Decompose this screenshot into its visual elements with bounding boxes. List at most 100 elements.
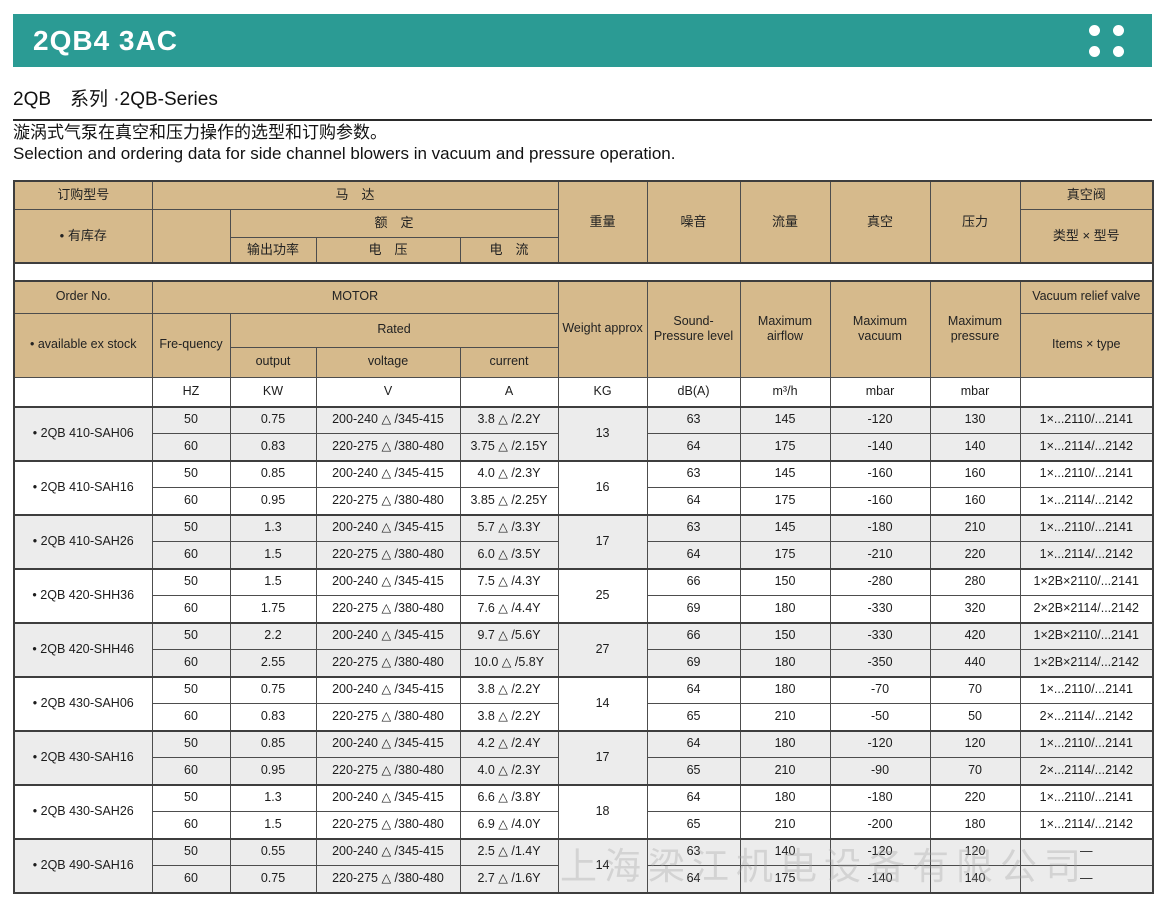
current-cell: 2.5 △ /1.4Y [459,837,559,866]
current-cell: 6.0 △ /3.5Y [459,541,559,569]
voltage-cell: 200-240 △ /345-415 [315,837,461,866]
col-header-valve: Vacuum relief valve [1019,280,1154,314]
frequency-cell: 50 [151,675,231,704]
current-cell: 3.8 △ /2.2Y [459,405,559,434]
valve-cell: 1×...2114/...2142 [1019,487,1154,515]
output-cell: 0.83 [229,703,317,731]
voltage-cell: 200-240 △ /345-415 [315,405,461,434]
col-header-motor: MOTOR [151,280,559,314]
col-header-stock: • available ex stock [13,312,153,378]
col-header-rated: Rated [229,312,559,348]
sound-level-cell: 66 [646,621,741,650]
valve-cell: 2×...2114/...2142 [1019,703,1154,731]
valve-cell: 1×...2110/...2141 [1019,783,1154,812]
table-row-50hz: • 2QB 430-SAH16 50 0.85 200-240 △ /345-4… [13,729,1154,785]
table-row-60hz: 60 0.95 220-275 △ /380-480 3.85 △ /2.25Y… [14,487,1154,515]
output-cell: 1.5 [229,541,317,569]
valve-cell: 1×...2114/...2142 [1019,811,1154,839]
sound-level-cell: 64 [646,783,741,812]
header-row-en-1: Order No. MOTOR Weight approx Sound- Pre… [13,280,1154,378]
airflow-cell: 180 [739,675,831,704]
airflow-cell: 180 [739,729,831,758]
col-header-weight: Weight approx [557,280,648,378]
header-row-cn-1: 订购型号 马 达 重量 噪音 流量 真空 压力 真空阀 [13,180,1154,264]
col-header-voltage-cn: 电 压 [315,236,461,264]
weight-cell: 17 [557,513,648,569]
airflow-cell: 175 [739,865,831,893]
table-row-60hz: 60 0.75 220-275 △ /380-480 2.7 △ /1.6Y 6… [14,865,1154,893]
output-cell: 0.85 [229,459,317,488]
voltage-cell: 200-240 △ /345-415 [315,729,461,758]
valve-cell: — [1019,865,1154,893]
valve-cell: 1×...2110/...2141 [1019,729,1154,758]
voltage-cell: 220-275 △ /380-480 [315,487,461,515]
dot-icon [1113,24,1124,36]
pressure-cell: 280 [929,567,1021,596]
sound-level-cell: 64 [646,729,741,758]
unit-blank [13,376,153,407]
airflow-cell: 180 [739,595,831,623]
unit-kg: KG [557,376,648,407]
table-row-60hz: 60 0.83 220-275 △ /380-480 3.8 △ /2.2Y 6… [14,703,1154,731]
table-row-50hz: • 2QB 430-SAH26 50 1.3 200-240 △ /345-41… [13,783,1154,839]
col-header-flow-cn: 流量 [739,180,831,264]
col-header-vacuum-cn: 真空 [829,180,931,264]
pressure-cell: 120 [929,729,1021,758]
current-cell: 3.8 △ /2.2Y [459,675,559,704]
voltage-cell: 200-240 △ /345-415 [315,459,461,488]
col-header-voltage: voltage [315,346,461,378]
vacuum-cell: -330 [829,595,931,623]
valve-cell: 1×...2110/...2141 [1019,459,1154,488]
current-cell: 10.0 △ /5.8Y [459,649,559,677]
grid-dots-icon [1089,24,1124,57]
order-no-cell: • 2QB 430-SAH06 [13,675,153,731]
order-no-cell: • 2QB 410-SAH16 [13,459,153,515]
spec-table: 订购型号 马 达 重量 噪音 流量 真空 压力 真空阀 • 有库存 额 定 类型… [13,180,1155,894]
dot-icon [1089,45,1100,57]
frequency-cell: 50 [151,567,231,596]
vacuum-cell: -140 [829,865,931,893]
frequency-cell: 60 [151,757,231,785]
frequency-cell: 50 [151,621,231,650]
col-header-current-cn: 电 流 [459,236,559,264]
table-row-60hz: 60 1.75 220-275 △ /380-480 7.6 △ /4.4Y 6… [14,595,1154,623]
vacuum-cell: -180 [829,513,931,542]
valve-cell: 1×...2110/...2141 [1019,675,1154,704]
table-row-50hz: • 2QB 490-SAH16 50 0.55 200-240 △ /345-4… [13,837,1154,893]
weight-cell: 16 [557,459,648,515]
sound-level-cell: 65 [646,757,741,785]
current-cell: 6.9 △ /4.0Y [459,811,559,839]
pressure-cell: 320 [929,595,1021,623]
col-header-order-no: Order No. [13,280,153,314]
col-header-output-cn: 输出功率 [229,236,317,264]
output-cell: 2.2 [229,621,317,650]
col-header-motor-cn: 马 达 [151,180,559,210]
col-header-frequency-cn [151,208,231,264]
unit-kw: KW [229,376,317,407]
valve-cell: 1×...2110/...2141 [1019,405,1154,434]
valve-cell: 1×...2114/...2142 [1019,433,1154,461]
frequency-cell: 60 [151,703,231,731]
pressure-cell: 210 [929,513,1021,542]
vacuum-cell: -120 [829,729,931,758]
col-header-weight-cn: 重量 [557,180,648,264]
airflow-cell: 210 [739,757,831,785]
output-cell: 2.55 [229,649,317,677]
unit-blank-valve [1019,376,1154,407]
header-gap-row [14,262,1154,282]
col-header-valve-type: Items × type [1019,312,1154,378]
table-row-60hz: 60 0.83 220-275 △ /380-480 3.75 △ /2.15Y… [14,433,1154,461]
table-row-50hz: • 2QB 410-SAH26 50 1.3 200-240 △ /345-41… [13,513,1154,569]
output-cell: 0.75 [229,865,317,893]
weight-cell: 14 [557,675,648,731]
col-header-airflow: Maximum airflow [739,280,831,378]
order-no-cell: • 2QB 490-SAH16 [13,837,153,893]
frequency-cell: 60 [151,487,231,515]
sound-level-cell: 63 [646,459,741,488]
output-cell: 0.75 [229,675,317,704]
sound-level-cell: 63 [646,405,741,434]
current-cell: 3.8 △ /2.2Y [459,703,559,731]
col-header-valve-type-cn: 类型 × 型号 [1019,208,1154,264]
sound-level-cell: 64 [646,487,741,515]
